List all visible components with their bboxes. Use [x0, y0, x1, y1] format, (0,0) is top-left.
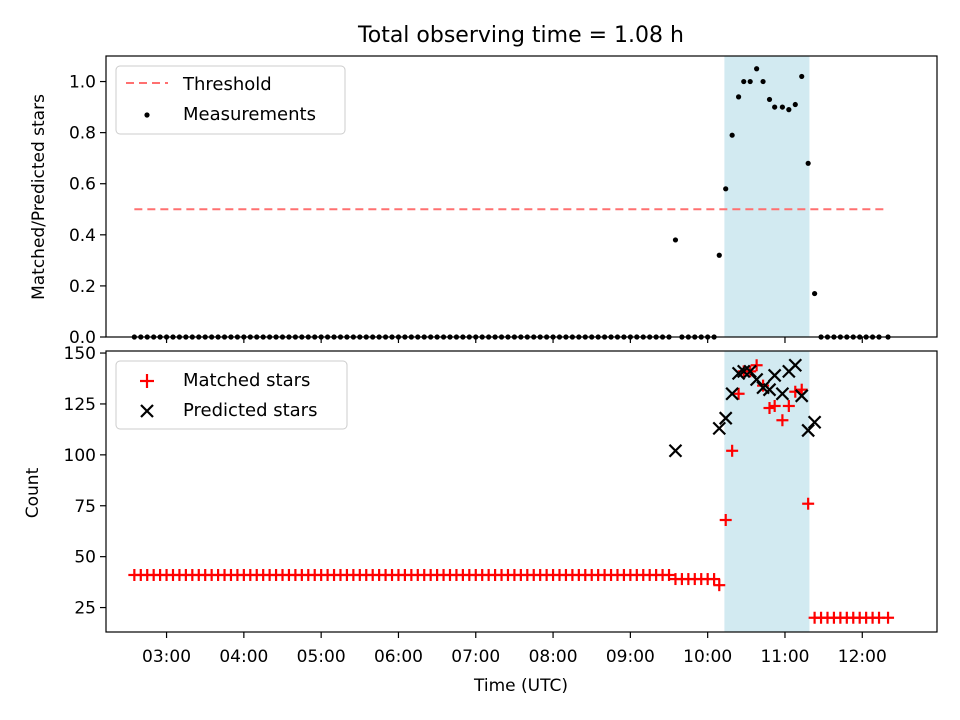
- matched-star-point: [768, 399, 781, 412]
- measurement-point: [716, 252, 722, 258]
- matched-star-point: [708, 573, 721, 586]
- matched-star-point: [732, 387, 745, 400]
- y-tick-label: 0.4: [69, 226, 96, 246]
- top-panel-ylabel: Matched/Predicted stars: [29, 94, 49, 300]
- matched-star-point: [750, 359, 763, 372]
- matched-star-point: [713, 579, 726, 592]
- bottom-panel-frame: [105, 350, 938, 633]
- y-tick-label: 125: [64, 395, 96, 415]
- matched-star-point: [663, 568, 676, 581]
- measurement-point: [723, 186, 729, 192]
- predicted-star-point: [801, 423, 815, 438]
- predicted-star-point: [712, 421, 727, 436]
- chart-title: Total observing time = 1.08 h: [357, 23, 684, 48]
- legend-measurements-swatch: [144, 112, 150, 118]
- x-tick-label: 03:00: [142, 647, 191, 667]
- measurement-point: [812, 290, 818, 297]
- measurement-point: [760, 78, 766, 85]
- bottom-legend-box: [115, 360, 348, 430]
- x-tick-label: 07:00: [451, 647, 500, 667]
- y-tick-label: 25: [74, 599, 96, 619]
- measurement-point: [805, 160, 811, 166]
- x-tick-label: 09:00: [606, 647, 655, 667]
- y-tick-label: 0.8: [69, 124, 96, 144]
- measurement-point: [766, 96, 773, 103]
- matched-star-point: [726, 444, 739, 457]
- predicted-star-point: [807, 415, 822, 430]
- matched-star-point: [802, 497, 815, 510]
- measurement-point: [729, 132, 735, 138]
- x-tick-label: 12:00: [838, 647, 887, 667]
- predicted-star-point: [668, 443, 683, 458]
- top-legend: Threshold Measurements: [115, 65, 346, 135]
- y-tick-label: 150: [64, 344, 96, 364]
- x-tick-label: 04:00: [219, 647, 268, 667]
- measurement-point: [779, 104, 785, 110]
- predicted-star-point: [767, 368, 782, 383]
- y-tick-label: 75: [74, 497, 96, 517]
- measurement-point: [792, 101, 798, 108]
- predicted-star-point: [788, 358, 803, 373]
- matched-star-point: [719, 514, 732, 527]
- legend-matched-swatch: [140, 374, 154, 388]
- matched-star-point: [882, 611, 895, 624]
- legend-predicted-label: Predicted stars: [183, 400, 317, 421]
- top-panel: 0.0 0.2 0.4 0.6 0.8 1.0 Matched/Predicted sta…: [29, 55, 938, 348]
- bottom-panel: 25 50 75 100 125 150 03:00 04:00 05:00 06:00 07:0…: [23, 344, 938, 696]
- matched-star-point: [757, 379, 770, 392]
- predicted-star-point: [794, 389, 809, 403]
- y-tick-label: 1.0: [69, 73, 96, 93]
- measurement-point: [672, 237, 679, 243]
- measurement-point: [747, 78, 753, 85]
- legend-measurements-label: Measurements: [183, 104, 316, 125]
- y-tick-label: 0.2: [69, 277, 96, 297]
- predicted-star-point: [736, 364, 751, 379]
- matched-star-point: [763, 402, 776, 415]
- legend-matched-label: Matched stars: [183, 370, 310, 391]
- x-axis-label: Time (UTC): [473, 676, 568, 696]
- y-tick-label: 0.0: [69, 328, 96, 348]
- measurement-point: [735, 94, 742, 100]
- measurement-point: [754, 66, 760, 72]
- x-tick-label: 08:00: [529, 647, 578, 667]
- bottom-legend: Matched stars Predicted stars: [115, 360, 348, 430]
- predicted-star-point: [775, 386, 790, 401]
- predicted-star-point: [762, 382, 777, 397]
- x-tick-label: 05:00: [297, 647, 346, 667]
- measurement-point: [741, 78, 747, 85]
- x-tick-label: 06:00: [374, 647, 423, 667]
- matched-star-point: [795, 383, 808, 396]
- top-legend-box: [115, 65, 346, 135]
- measurement-point: [772, 104, 778, 110]
- y-tick-label: 0.6: [69, 175, 96, 195]
- x-tick-label: 10:00: [683, 647, 732, 667]
- predicted-star-point: [743, 364, 757, 379]
- matched-star-point: [789, 385, 802, 398]
- measurement-point: [786, 107, 792, 113]
- top-panel-frame: [105, 55, 938, 338]
- matched-star-point: [776, 414, 789, 427]
- matched-star-point: [782, 399, 795, 412]
- x-tick-label: 11:00: [760, 647, 809, 667]
- predicted-star-point: [749, 372, 764, 387]
- predicted-star-point: [718, 411, 733, 425]
- legend-predicted-swatch: [140, 404, 154, 418]
- y-tick-label: 50: [74, 548, 96, 568]
- legend-threshold-label: Threshold: [182, 74, 272, 95]
- predicted-star-point: [725, 386, 739, 401]
- measurement-point: [799, 73, 805, 80]
- y-tick-label: 100: [64, 446, 96, 466]
- bottom-panel-ylabel: Count: [23, 467, 43, 518]
